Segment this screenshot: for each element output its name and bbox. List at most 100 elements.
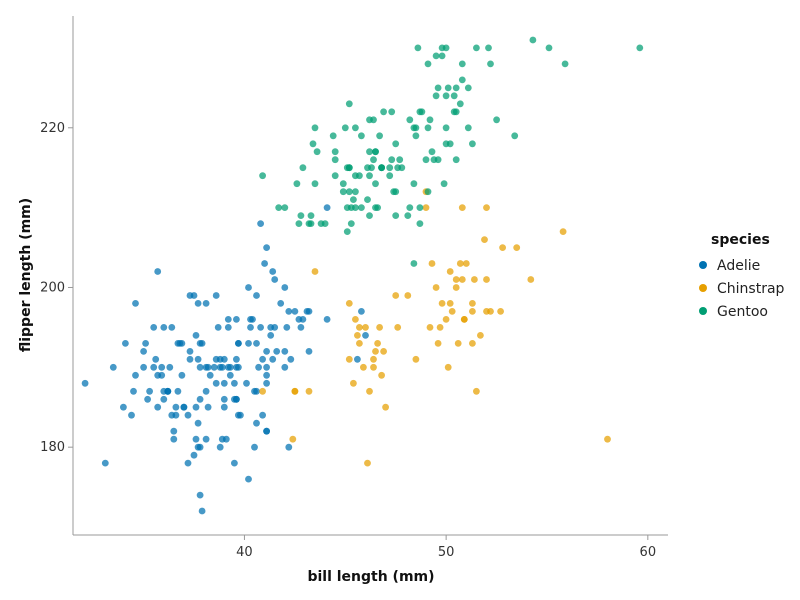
data-point <box>483 204 490 212</box>
data-point <box>309 140 317 148</box>
data-point <box>263 244 270 252</box>
data-point <box>469 340 476 347</box>
data-point <box>477 332 484 339</box>
data-point <box>460 316 468 323</box>
data-point <box>366 212 373 220</box>
data-point <box>341 124 349 132</box>
data-point <box>142 340 150 347</box>
data-point <box>154 371 162 379</box>
data-point <box>233 355 240 363</box>
data-point <box>406 204 414 212</box>
data-point <box>370 156 377 164</box>
data-point <box>295 220 303 228</box>
data-point <box>251 443 258 451</box>
data-point <box>245 340 252 347</box>
y-tick-label: 200 <box>40 280 65 295</box>
data-point <box>192 435 200 443</box>
data-point <box>285 308 293 315</box>
data-point <box>140 348 148 355</box>
data-point <box>422 156 430 164</box>
data-point <box>444 363 452 371</box>
data-point <box>140 363 148 371</box>
data-point <box>220 355 228 363</box>
data-point <box>442 316 450 323</box>
data-point <box>273 348 281 355</box>
data-point <box>471 276 478 283</box>
data-point <box>412 132 420 140</box>
data-point <box>178 371 186 379</box>
data-point <box>184 411 192 419</box>
data-point <box>196 395 204 403</box>
data-point <box>259 355 266 363</box>
data-point <box>354 355 361 363</box>
data-point <box>174 387 182 395</box>
data-point <box>527 276 535 283</box>
data-point <box>345 188 353 196</box>
data-point <box>354 332 361 339</box>
data-point <box>275 204 283 212</box>
data-point <box>267 332 275 339</box>
data-point <box>372 348 379 355</box>
data-point <box>364 196 371 204</box>
data-point <box>196 491 204 499</box>
data-point <box>305 387 313 395</box>
data-point <box>128 411 135 419</box>
data-point <box>313 148 321 156</box>
data-point <box>259 387 266 395</box>
data-point <box>220 395 228 403</box>
data-point <box>283 324 291 331</box>
data-point <box>194 443 202 451</box>
data-point <box>487 60 494 68</box>
data-point <box>263 371 270 379</box>
data-point <box>436 324 444 331</box>
data-point <box>343 204 351 212</box>
data-point <box>388 156 396 164</box>
data-point <box>464 124 472 132</box>
data-point <box>339 188 347 196</box>
data-point <box>339 180 347 188</box>
data-point <box>458 76 466 84</box>
data-point <box>130 387 137 395</box>
data-point <box>299 164 307 172</box>
legend-label: Adelie <box>717 258 760 274</box>
data-point <box>331 148 339 156</box>
data-point <box>202 300 210 307</box>
data-point <box>257 324 264 331</box>
data-point <box>311 268 319 275</box>
data-point <box>438 44 446 52</box>
data-point <box>233 316 240 323</box>
data-point <box>178 340 186 347</box>
data-point <box>426 116 434 124</box>
data-point <box>364 164 371 172</box>
data-point <box>366 387 373 395</box>
legend-swatch <box>699 261 707 269</box>
data-point <box>376 132 383 140</box>
data-point <box>154 403 162 411</box>
data-point <box>473 44 480 52</box>
data-point <box>198 507 206 515</box>
data-point <box>263 348 270 355</box>
data-point <box>168 324 176 331</box>
data-point <box>311 180 319 188</box>
data-point <box>285 443 293 451</box>
data-point <box>345 300 353 307</box>
data-point <box>428 148 436 156</box>
data-point <box>160 324 168 331</box>
data-point <box>372 180 379 188</box>
data-point <box>352 316 359 323</box>
data-point <box>442 124 450 132</box>
data-point <box>473 387 480 395</box>
data-point <box>454 340 462 347</box>
data-point <box>362 324 369 331</box>
data-point <box>271 324 279 331</box>
data-point <box>364 459 371 467</box>
data-point <box>452 276 460 283</box>
data-point <box>146 387 154 395</box>
legend-label: Chinstrap <box>717 281 785 297</box>
x-tick-label: 50 <box>438 545 455 560</box>
data-point <box>307 220 315 228</box>
data-point <box>253 292 260 299</box>
data-point <box>194 355 202 363</box>
data-point <box>231 379 238 387</box>
data-point <box>446 268 454 275</box>
